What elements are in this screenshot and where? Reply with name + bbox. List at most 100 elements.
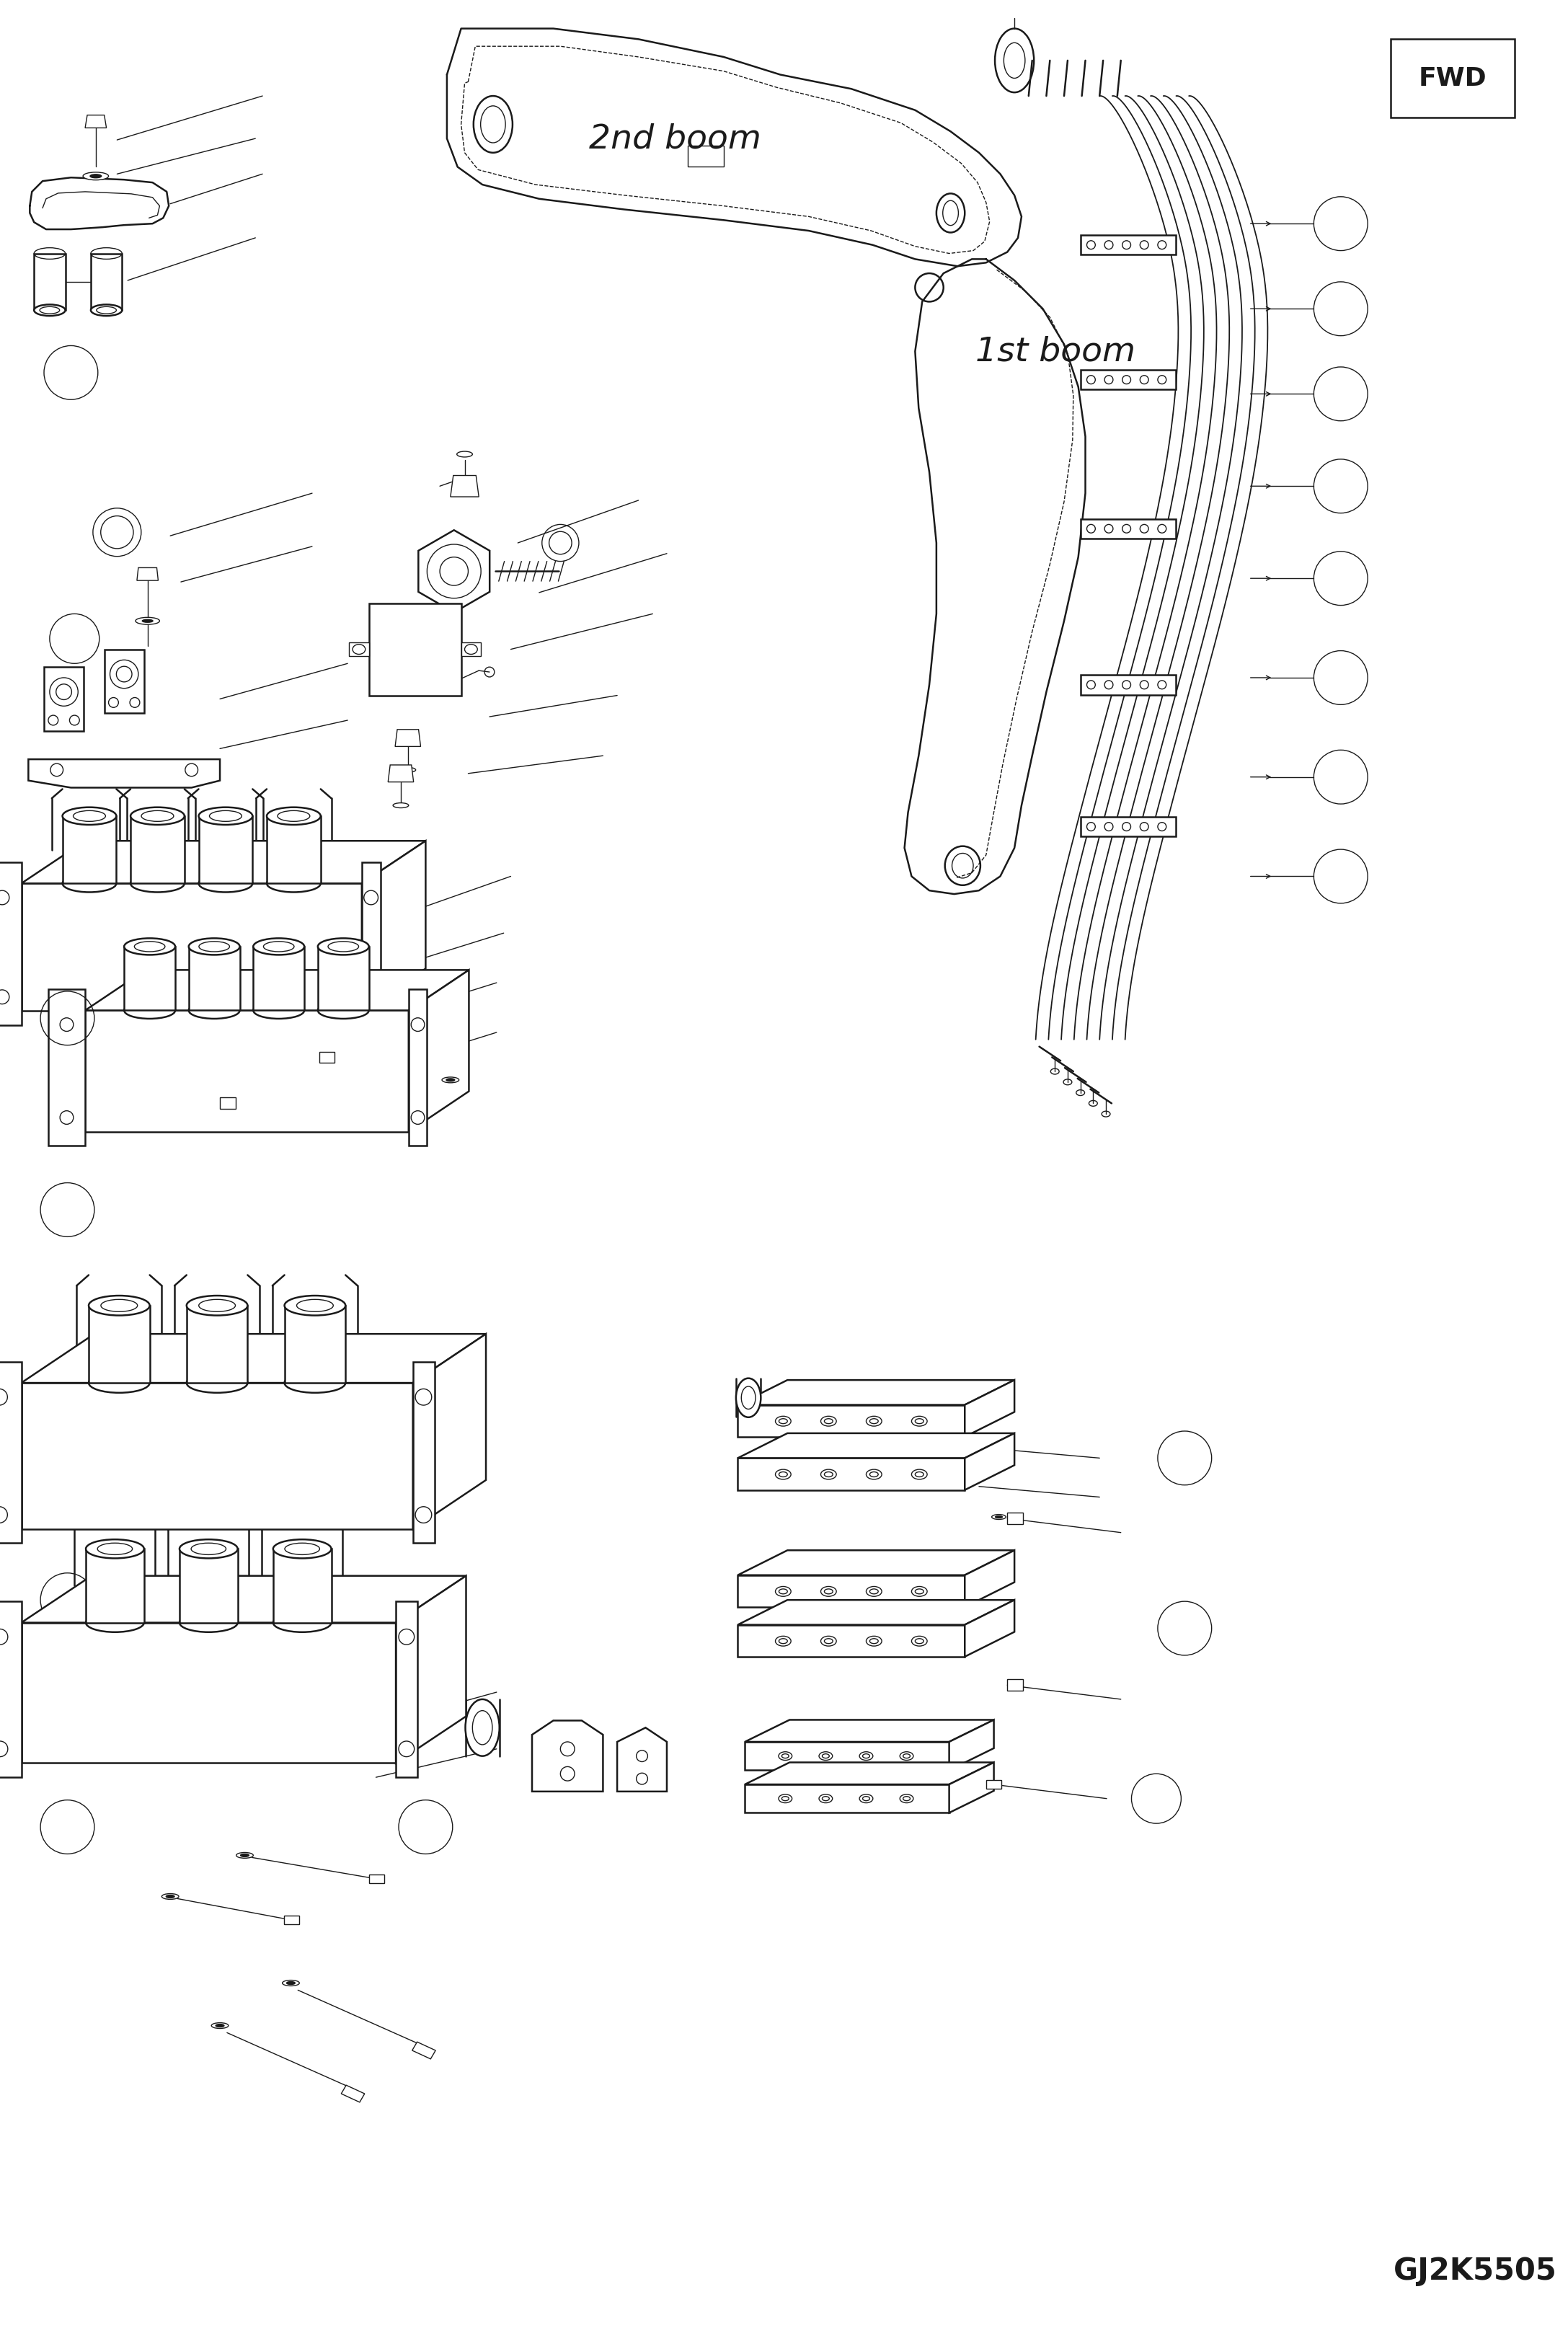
Ellipse shape (91, 305, 122, 317)
Ellipse shape (911, 1637, 927, 1646)
Text: 2nd boom: 2nd boom (590, 123, 760, 156)
Polygon shape (284, 1306, 345, 1383)
Polygon shape (0, 1362, 22, 1543)
Bar (1080, 370, 1176, 391)
Polygon shape (739, 1381, 1014, 1406)
Polygon shape (739, 1434, 1014, 1457)
Polygon shape (949, 1720, 994, 1769)
Ellipse shape (779, 1753, 792, 1760)
Ellipse shape (775, 1637, 790, 1646)
Ellipse shape (34, 305, 66, 317)
Ellipse shape (86, 1613, 144, 1632)
Polygon shape (22, 885, 362, 1013)
Ellipse shape (267, 875, 320, 892)
Ellipse shape (900, 1753, 913, 1760)
Bar (350, 643, 368, 656)
Polygon shape (739, 1550, 1014, 1576)
Polygon shape (273, 1548, 331, 1623)
Polygon shape (179, 1548, 238, 1623)
Polygon shape (739, 1625, 964, 1658)
Polygon shape (450, 475, 478, 498)
Ellipse shape (89, 1374, 149, 1392)
Polygon shape (739, 1599, 1014, 1625)
Polygon shape (284, 1916, 299, 1925)
Ellipse shape (267, 808, 320, 824)
Ellipse shape (284, 1297, 345, 1315)
Bar (1391, 40, 1515, 119)
Bar (1080, 519, 1176, 540)
Ellipse shape (124, 938, 176, 954)
Ellipse shape (991, 1516, 1007, 1520)
Polygon shape (0, 1602, 22, 1779)
Polygon shape (34, 254, 66, 312)
Polygon shape (86, 1548, 144, 1623)
Ellipse shape (199, 875, 252, 892)
Ellipse shape (911, 1415, 927, 1427)
Polygon shape (22, 1576, 466, 1623)
Ellipse shape (318, 1003, 368, 1020)
Ellipse shape (187, 1374, 248, 1392)
Ellipse shape (282, 1981, 299, 1986)
Bar (1080, 675, 1176, 696)
Polygon shape (1007, 1678, 1022, 1690)
Ellipse shape (820, 1415, 836, 1427)
Polygon shape (188, 947, 240, 1010)
Polygon shape (949, 1762, 994, 1814)
Ellipse shape (400, 768, 416, 773)
Polygon shape (22, 1623, 395, 1762)
Polygon shape (618, 1727, 666, 1793)
Text: GJ2K5505: GJ2K5505 (1394, 2256, 1557, 2286)
Polygon shape (199, 817, 252, 885)
Ellipse shape (911, 1588, 927, 1597)
Ellipse shape (83, 172, 108, 182)
Ellipse shape (456, 452, 472, 459)
Ellipse shape (254, 938, 304, 954)
Ellipse shape (866, 1415, 881, 1427)
Polygon shape (22, 1334, 486, 1383)
Ellipse shape (187, 1297, 248, 1315)
Ellipse shape (188, 938, 240, 954)
Polygon shape (63, 817, 116, 885)
Polygon shape (49, 989, 85, 1145)
Ellipse shape (775, 1415, 790, 1427)
Polygon shape (532, 1720, 604, 1793)
Ellipse shape (442, 1078, 459, 1083)
Polygon shape (320, 1052, 336, 1064)
Ellipse shape (143, 619, 152, 624)
Bar (1080, 817, 1176, 838)
Polygon shape (187, 1306, 248, 1383)
Ellipse shape (859, 1795, 873, 1802)
Bar (1080, 235, 1176, 256)
Ellipse shape (188, 1003, 240, 1020)
Polygon shape (22, 1383, 412, 1529)
Polygon shape (395, 1602, 417, 1779)
Polygon shape (85, 116, 107, 128)
Ellipse shape (216, 2025, 224, 2028)
Ellipse shape (859, 1753, 873, 1760)
Ellipse shape (124, 1003, 176, 1020)
Ellipse shape (866, 1469, 881, 1481)
Ellipse shape (818, 1795, 833, 1802)
Polygon shape (1007, 1513, 1022, 1525)
Polygon shape (362, 864, 381, 1027)
Ellipse shape (86, 1539, 144, 1557)
Ellipse shape (820, 1588, 836, 1597)
Polygon shape (130, 817, 185, 885)
Bar (44, 668, 83, 731)
Polygon shape (395, 731, 420, 747)
Ellipse shape (162, 1893, 179, 1900)
Polygon shape (254, 947, 304, 1010)
Ellipse shape (284, 1374, 345, 1392)
Ellipse shape (735, 1378, 760, 1418)
Polygon shape (85, 1010, 409, 1131)
Polygon shape (412, 1362, 434, 1543)
Bar (688, 147, 723, 168)
Polygon shape (395, 1576, 466, 1762)
Ellipse shape (130, 808, 185, 824)
Bar (105, 650, 144, 715)
Polygon shape (136, 568, 158, 582)
Ellipse shape (394, 803, 409, 808)
Polygon shape (412, 2042, 436, 2058)
Polygon shape (739, 1406, 964, 1436)
Ellipse shape (166, 1895, 174, 1897)
